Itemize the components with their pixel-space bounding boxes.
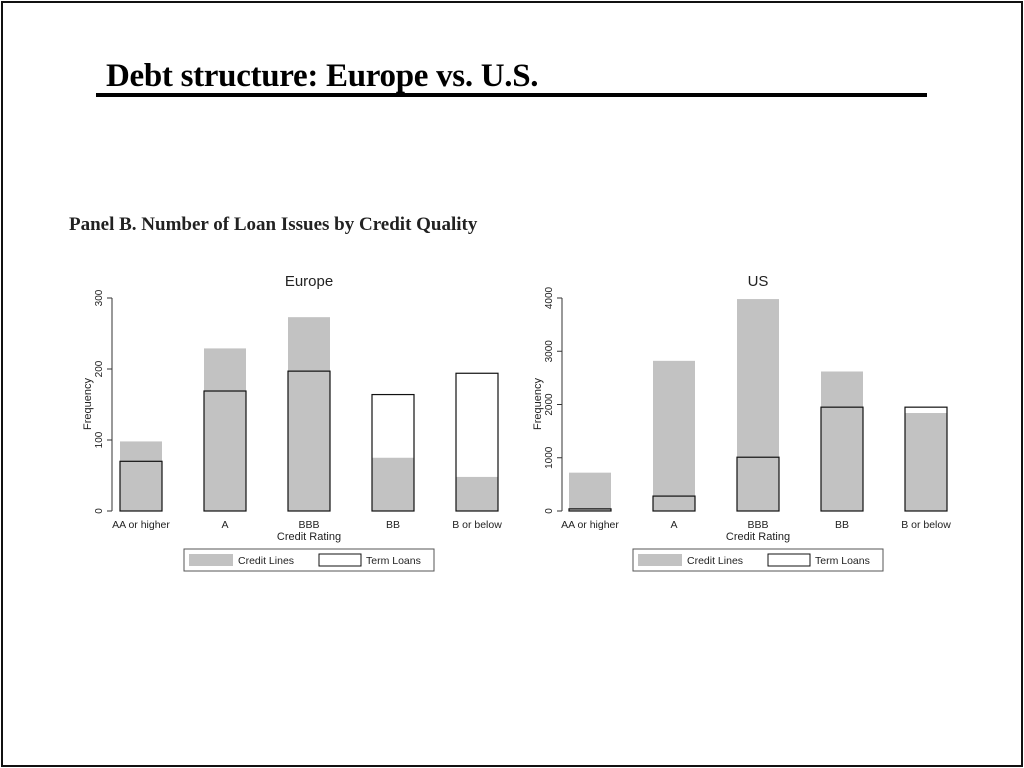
europe-x-tick-label: AA or higher <box>112 519 170 531</box>
europe-x-tick-label: BBB <box>298 519 319 531</box>
europe-y-tick-label: 200 <box>94 360 105 377</box>
europe-x-tick-label: B or below <box>452 519 502 531</box>
us-bar-credit-lines <box>821 371 863 511</box>
europe-bar-credit-lines <box>456 476 498 511</box>
slide-title: Debt structure: Europe vs. U.S. <box>106 58 539 94</box>
us-x-axis-label: Credit Rating <box>726 531 790 543</box>
europe-legend-label-credit-lines: Credit Lines <box>238 555 294 567</box>
us-bar-term-loans <box>736 456 780 512</box>
us-x-tick-label: BBB <box>747 519 768 531</box>
europe-legend-box <box>183 548 435 572</box>
us-x-tick-label: A <box>670 519 677 531</box>
us-y-tick-label: 1000 <box>544 446 555 469</box>
us-bar-credit-lines <box>905 413 947 511</box>
europe-bar-credit-lines <box>288 317 330 511</box>
us-legend-swatch-credit-lines <box>638 554 682 566</box>
europe-x-tick-label: BB <box>386 519 400 531</box>
europe-y-axis-label: Frequency <box>82 378 94 430</box>
europe-x-axis-label: Credit Rating <box>277 531 341 543</box>
us-legend-box <box>632 548 884 572</box>
us-y-tick-label: 3000 <box>544 340 555 363</box>
europe-bar-credit-lines <box>120 441 162 511</box>
europe-bar-term-loans <box>455 372 499 512</box>
europe-legend-swatch-term-loans <box>318 553 362 567</box>
europe-legend-swatch-credit-lines <box>189 554 233 566</box>
us-legend-label-term-loans: Term Loans <box>815 555 870 567</box>
europe-x-tick-label: A <box>221 519 228 531</box>
europe-legend-label-term-loans: Term Loans <box>366 555 421 567</box>
us-bar-term-loans <box>820 406 864 512</box>
us-y-tick-label: 0 <box>544 508 555 514</box>
europe-y-tick-label: 100 <box>94 431 105 448</box>
us-bar-credit-lines <box>653 360 695 511</box>
us-y-tick-label: 2000 <box>544 393 555 416</box>
europe-chart-title: Europe <box>285 273 333 290</box>
europe-bar-credit-lines <box>372 457 414 511</box>
us-bar-credit-lines <box>737 299 779 511</box>
europe-bar-term-loans <box>371 393 415 512</box>
europe-y-tick-label: 300 <box>94 289 105 306</box>
title-underline <box>96 93 927 97</box>
panel-title: Panel B. Number of Loan Issues by Credit… <box>69 214 478 235</box>
us-y-tick-label: 4000 <box>544 286 555 309</box>
us-bar-term-loans <box>652 495 696 512</box>
europe-bar-term-loans <box>119 460 163 512</box>
us-bar-term-loans <box>904 406 948 512</box>
us-x-tick-label: BB <box>835 519 849 531</box>
us-x-tick-label: B or below <box>901 519 951 531</box>
europe-bar-credit-lines <box>204 348 246 511</box>
us-legend-label-credit-lines: Credit Lines <box>687 555 743 567</box>
us-bar-term-loans <box>568 508 612 512</box>
us-chart-title: US <box>748 273 769 290</box>
europe-bar-term-loans <box>203 390 247 512</box>
europe-bar-term-loans <box>287 370 331 512</box>
europe-y-tick-label: 0 <box>94 508 105 514</box>
us-bar-credit-lines <box>569 472 611 511</box>
us-x-tick-label: AA or higher <box>561 519 619 531</box>
us-y-axis-label: Frequency <box>532 378 544 430</box>
us-legend-swatch-term-loans <box>767 553 811 567</box>
